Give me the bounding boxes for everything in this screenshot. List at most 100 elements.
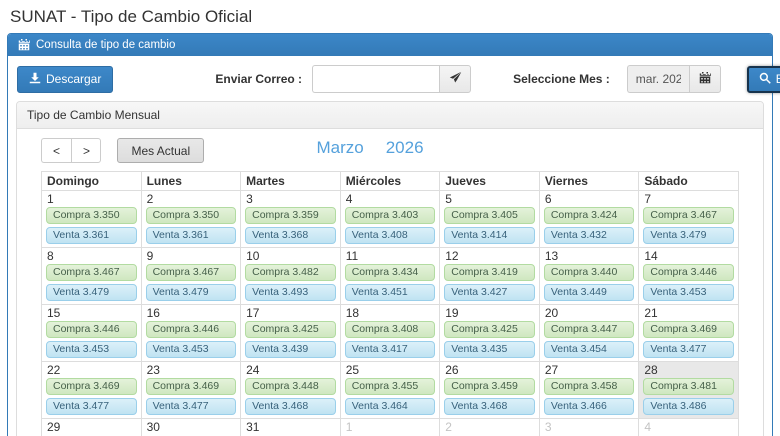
- page-title: SUNAT - Tipo de Cambio Oficial: [10, 7, 253, 26]
- calendar-day-cell[interactable]: 17 Compra 3.425 Venta 3.439: [240, 304, 341, 362]
- sell-rate-pill: Venta 3.417: [344, 341, 436, 358]
- buy-rate-pill: Compra 3.359: [245, 207, 336, 224]
- day-number: 16: [146, 306, 160, 320]
- search-button[interactable]: Buscar: [746, 65, 780, 93]
- calendar-day-cell[interactable]: 5 Compra 3.405 Venta 3.414: [439, 190, 540, 248]
- calendar-day-cell[interactable]: 3: [538, 418, 640, 436]
- sell-rate-pill: Venta 3.477: [643, 341, 734, 358]
- buy-rate-pill: Compra 3.447: [543, 321, 635, 338]
- day-number: 3: [544, 420, 552, 434]
- day-header: Miércoles: [339, 171, 441, 191]
- sell-rate-pill: Venta 3.435: [444, 341, 535, 358]
- calendar-day-cell[interactable]: 13 Compra 3.440 Venta 3.449: [538, 247, 640, 305]
- sell-rate-pill: Venta 3.408: [344, 227, 436, 244]
- day-number: 10: [246, 249, 260, 263]
- calendar-day-cell[interactable]: 8 Compra 3.467 Venta 3.479: [41, 247, 142, 305]
- calendar-day-cell[interactable]: 7 Compra 3.467 Venta 3.479: [638, 190, 739, 248]
- day-number: 27: [544, 363, 559, 377]
- sell-rate-pill: Venta 3.477: [145, 398, 237, 415]
- calendar-day-cell[interactable]: 25 Compra 3.455 Venta 3.464: [339, 361, 441, 419]
- day-number: 8: [47, 249, 54, 263]
- calendar-day-cell[interactable]: 4: [638, 418, 739, 436]
- calendar-day-cell[interactable]: 18 Compra 3.408 Venta 3.417: [339, 304, 441, 362]
- buy-rate-pill: Compra 3.467: [643, 207, 734, 224]
- calendar-day-cell[interactable]: 31: [240, 418, 341, 436]
- buy-rate-pill: Compra 3.446: [643, 264, 734, 281]
- calendar-day-cell[interactable]: 19 Compra 3.425 Venta 3.435: [439, 304, 540, 362]
- day-number: 3: [246, 192, 253, 206]
- month-label: Seleccione Mes :: [513, 72, 610, 86]
- day-header: Jueves: [439, 171, 540, 191]
- calendar-day-cell[interactable]: 29: [41, 418, 142, 436]
- sell-rate-pill: Venta 3.449: [543, 284, 635, 301]
- exchange-rate-panel: Consulta de tipo de cambio Descargar Env…: [7, 33, 780, 436]
- calendar-day-cell[interactable]: 1: [339, 418, 441, 436]
- day-number: 14: [644, 249, 658, 263]
- calendar-day-cell[interactable]: 14 Compra 3.446 Venta 3.453: [638, 247, 739, 305]
- calendar-day-cell[interactable]: 21 Compra 3.469 Venta 3.477: [638, 304, 739, 362]
- calendar-week-row: 15 Compra 3.446 Venta 3.453 16 Compra 3.446 V…: [41, 304, 739, 362]
- calendar-day-cell[interactable]: 24 Compra 3.448 Venta 3.468: [240, 361, 341, 419]
- day-number: 9: [146, 249, 154, 263]
- calendar-week-row: 29 30 31 1 2 3 4: [41, 418, 739, 436]
- prev-month-button[interactable]: <: [41, 138, 71, 163]
- toolbar: Descargar Enviar Correo : Seleccione Mes…: [8, 56, 780, 101]
- sell-rate-pill: Venta 3.451: [344, 284, 436, 301]
- calendar-day-cell[interactable]: 30: [140, 418, 242, 436]
- calendar-week-row: 8 Compra 3.467 Venta 3.479 9 Compra 3.467 Ven…: [41, 247, 739, 305]
- calendar-day-cell[interactable]: 6 Compra 3.424 Venta 3.432: [538, 190, 640, 248]
- day-header: Viernes: [538, 171, 640, 191]
- sell-rate-pill: Venta 3.453: [643, 284, 734, 301]
- day-number: 24: [246, 363, 260, 377]
- calendar-day-cell[interactable]: 10 Compra 3.482 Venta 3.493: [240, 247, 341, 305]
- sell-rate-pill: Venta 3.479: [46, 284, 137, 301]
- email-label: Enviar Correo :: [215, 72, 303, 86]
- download-button[interactable]: Descargar: [17, 65, 114, 93]
- calendar-day-cell[interactable]: 23 Compra 3.469 Venta 3.477: [140, 361, 242, 419]
- calendar-day-cell[interactable]: 4 Compra 3.403 Venta 3.408: [339, 190, 441, 248]
- buy-rate-pill: Compra 3.469: [643, 321, 734, 338]
- calendar-day-cell[interactable]: 28 Compra 3.481 Venta 3.486: [638, 361, 739, 419]
- calendar-day-cell[interactable]: 2: [439, 418, 540, 436]
- buy-rate-pill: Compra 3.350: [145, 207, 237, 224]
- day-number: 15: [47, 306, 61, 320]
- send-email-button[interactable]: [439, 65, 472, 93]
- month-input[interactable]: [626, 65, 689, 93]
- day-number: 17: [246, 306, 260, 320]
- buy-rate-pill: Compra 3.446: [145, 321, 237, 338]
- month-nav-group: < >: [41, 138, 101, 163]
- day-number: 1: [47, 192, 54, 206]
- calendar-day-cell[interactable]: 20 Compra 3.447 Venta 3.454: [538, 304, 640, 362]
- calendar-toolbar: < > Mes Actual Marzo 2026: [41, 138, 739, 171]
- calendar-day-cell[interactable]: 3 Compra 3.359 Venta 3.368: [240, 190, 341, 248]
- day-number: 21: [644, 306, 658, 320]
- day-header: Sábado: [638, 171, 739, 191]
- buy-rate-pill: Compra 3.425: [444, 321, 535, 338]
- calendar-day-cell[interactable]: 26 Compra 3.459 Venta 3.468: [439, 361, 540, 419]
- day-number: 5: [445, 192, 452, 206]
- buy-rate-pill: Compra 3.448: [245, 378, 336, 395]
- buy-rate-pill: Compra 3.425: [245, 321, 336, 338]
- calendar-day-cell[interactable]: 15 Compra 3.446 Venta 3.453: [41, 304, 142, 362]
- sell-rate-pill: Venta 3.368: [245, 227, 336, 244]
- buy-rate-pill: Compra 3.469: [46, 378, 137, 395]
- current-month-button[interactable]: Mes Actual: [117, 138, 205, 163]
- calendar-day-cell[interactable]: 1 Compra 3.350 Venta 3.361: [41, 190, 142, 248]
- day-number: 30: [146, 420, 160, 434]
- calendar-day-cell[interactable]: 9 Compra 3.467 Venta 3.479: [140, 247, 242, 305]
- month-picker-button[interactable]: [688, 65, 721, 93]
- calendar-day-cell[interactable]: 12 Compra 3.419 Venta 3.427: [439, 247, 540, 305]
- download-button-label: Descargar: [46, 72, 102, 86]
- email-input[interactable]: [312, 65, 440, 93]
- next-month-button[interactable]: >: [71, 138, 101, 163]
- calendar-day-cell[interactable]: 27 Compra 3.458 Venta 3.466: [538, 361, 640, 419]
- buy-rate-pill: Compra 3.481: [643, 378, 734, 395]
- day-number: 11: [345, 249, 359, 263]
- sell-rate-pill: Venta 3.361: [145, 227, 237, 244]
- monthly-exchange-panel: Tipo de Cambio Mensual < > Mes Actual Ma…: [16, 101, 764, 436]
- calendar-day-cell[interactable]: 22 Compra 3.469 Venta 3.477: [41, 361, 142, 419]
- search-button-label: Buscar: [775, 72, 780, 86]
- calendar-day-cell[interactable]: 11 Compra 3.434 Venta 3.451: [339, 247, 441, 305]
- calendar-day-cell[interactable]: 2 Compra 3.350 Venta 3.361: [140, 190, 242, 248]
- calendar-day-cell[interactable]: 16 Compra 3.446 Venta 3.453: [140, 304, 242, 362]
